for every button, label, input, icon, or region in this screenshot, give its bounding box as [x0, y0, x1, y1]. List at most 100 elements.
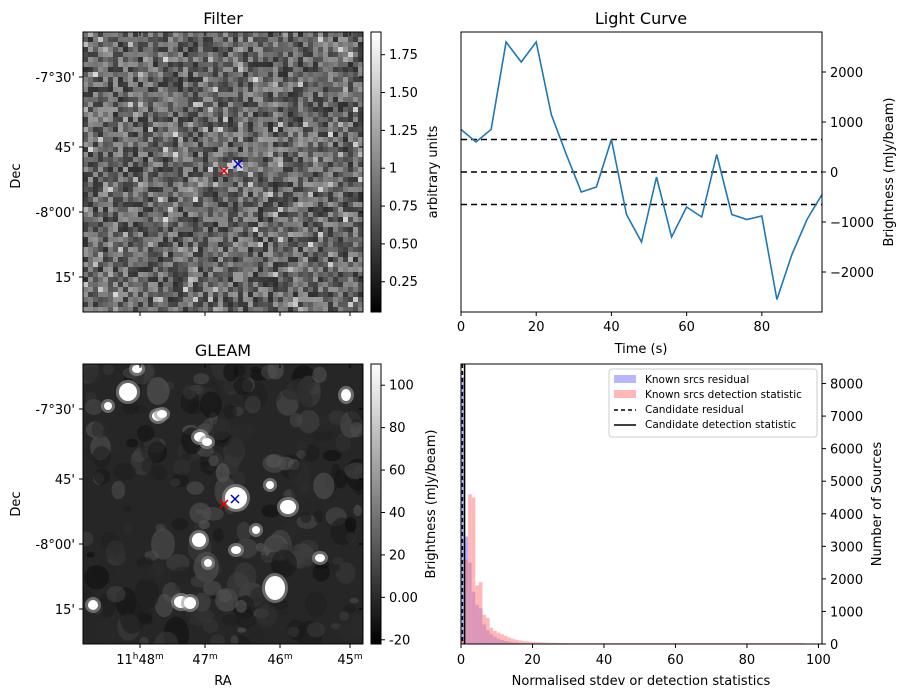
filter-pixel — [143, 177, 149, 183]
filter-pixel — [258, 272, 264, 278]
filter-pixel — [343, 77, 349, 83]
filter-pixel — [193, 252, 199, 258]
filter-pixel — [203, 192, 209, 198]
filter-pixel — [338, 287, 344, 293]
filter-pixel — [223, 257, 229, 263]
background-structure — [193, 373, 210, 385]
filter-pixel — [98, 277, 104, 283]
filter-pixel — [98, 107, 104, 113]
filter-pixel — [293, 207, 299, 213]
filter-pixel — [153, 97, 159, 103]
filter-pixel — [273, 72, 279, 78]
filter-pixel — [83, 152, 89, 158]
filter-pixel — [288, 237, 294, 243]
filter-pixel — [343, 242, 349, 248]
filter-pixel — [218, 287, 224, 293]
filter-pixel — [333, 167, 339, 173]
filter-pixel — [288, 137, 294, 143]
filter-pixel — [138, 267, 144, 273]
filter-pixel — [158, 207, 164, 213]
filter-pixel — [238, 172, 244, 178]
filter-pixel — [248, 37, 254, 43]
filter-pixel — [288, 167, 294, 173]
filter-pixel — [288, 227, 294, 233]
filter-pixel — [203, 252, 209, 258]
filter-pixel — [283, 282, 289, 288]
filter-pixel — [163, 202, 169, 208]
filter-pixel — [313, 272, 319, 278]
filter-pixel — [313, 137, 319, 143]
filter-pixel — [113, 232, 119, 238]
filter-pixel — [253, 167, 259, 173]
filter-pixel — [298, 267, 304, 273]
filter-pixel — [118, 277, 124, 283]
filter-pixel — [228, 32, 234, 38]
filter-pixel — [218, 242, 224, 248]
filter-pixel — [108, 212, 114, 218]
filter-pixel — [198, 187, 204, 193]
filter-pixel — [233, 172, 239, 178]
filter-pixel — [243, 87, 249, 93]
filter-pixel — [323, 147, 329, 153]
filter-pixel — [178, 67, 184, 73]
filter-pixel — [258, 162, 264, 168]
filter-pixel — [93, 82, 99, 88]
filter-pixel — [113, 237, 119, 243]
filter-pixel — [293, 32, 299, 38]
filter-pixel — [203, 152, 209, 158]
filter-pixel — [83, 262, 89, 268]
filter-pixel — [198, 302, 204, 308]
filter-pixel — [93, 177, 99, 183]
filter-pixel — [308, 232, 314, 238]
filter-pixel — [318, 57, 324, 63]
filter-pixel — [303, 172, 309, 178]
filter-pixel — [113, 137, 119, 143]
filter-pixel — [178, 137, 184, 143]
filter-pixel — [333, 257, 339, 263]
filter-pixel — [313, 212, 319, 218]
filter-pixel — [228, 297, 234, 303]
detection-bar — [478, 582, 483, 644]
filter-pixel — [203, 57, 209, 63]
filter-pixel — [118, 37, 124, 43]
filter-pixel — [168, 37, 174, 43]
filter-pixel — [228, 142, 234, 148]
filter-pixel — [108, 62, 114, 68]
filter-pixel — [193, 302, 199, 308]
filter-pixel — [228, 217, 234, 223]
legend-label-residual: Known srcs residual — [645, 374, 749, 386]
filter-pixel — [183, 157, 189, 163]
background-structure — [83, 531, 94, 547]
filter-pixel — [103, 147, 109, 153]
filter-pixel — [208, 87, 214, 93]
filter-pixel — [303, 302, 309, 308]
filter-pixel — [328, 217, 334, 223]
filter-pixel — [173, 57, 179, 63]
filter-pixel — [143, 232, 149, 238]
filter-pixel — [223, 222, 229, 228]
filter-pixel — [233, 112, 239, 118]
filter-pixel — [248, 257, 254, 263]
filter-pixel — [218, 237, 224, 243]
filter-pixel — [288, 37, 294, 43]
filter-pixel — [233, 67, 239, 73]
filter-pixel — [153, 92, 159, 98]
filter-pixel — [323, 232, 329, 238]
filter-pixel — [228, 247, 234, 253]
filter-pixel — [268, 242, 274, 248]
filter-pixel — [153, 142, 159, 148]
filter-pixel — [298, 52, 304, 58]
filter-pixel — [238, 232, 244, 238]
filter-pixel — [238, 257, 244, 263]
filter-pixel — [108, 112, 114, 118]
filter-pixel — [158, 157, 164, 163]
filter-pixel — [303, 142, 309, 148]
filter-pixel — [153, 67, 159, 73]
filter-pixel — [158, 192, 164, 198]
filter-pixel — [193, 212, 199, 218]
filter-pixel — [353, 292, 359, 298]
filter-pixel — [358, 72, 364, 78]
filter-pixel — [128, 122, 134, 128]
filter-pixel — [218, 222, 224, 228]
filter-pixel — [263, 232, 269, 238]
